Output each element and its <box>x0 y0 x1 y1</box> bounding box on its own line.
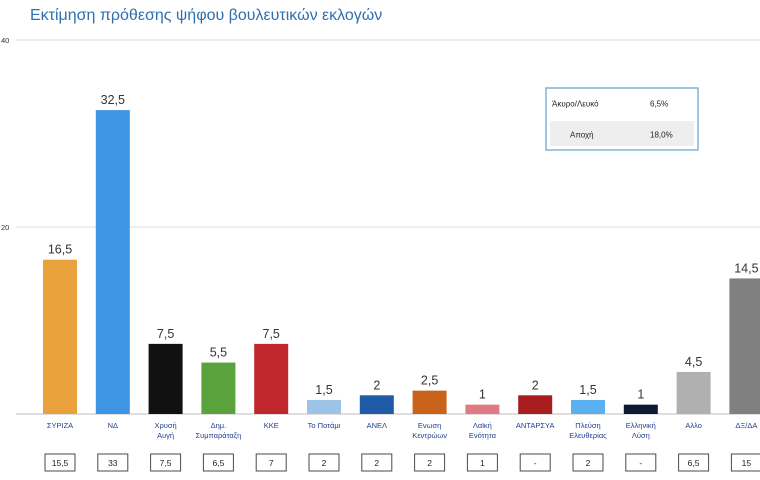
comparison-box <box>308 453 340 472</box>
category-label: Το Ποτάμι <box>308 421 341 430</box>
comparison-value: 1 <box>480 458 485 468</box>
bar-value-label: 2 <box>373 378 380 392</box>
category-label: ΔΞ/ΔΑ <box>735 421 757 430</box>
bar-value-label: 1 <box>479 388 486 402</box>
bar <box>307 399 341 414</box>
bar <box>465 404 500 414</box>
bar-value-label: 7,5 <box>263 327 280 341</box>
chart-title: Εκτίμηση πρόθεσης ψήφου βουλευτικών εκλο… <box>30 7 383 24</box>
bar <box>518 395 553 414</box>
comparison-box <box>44 453 76 472</box>
comparison-value: 15 <box>742 458 752 468</box>
comparison-value: 6,5 <box>688 458 700 468</box>
comparison-box <box>678 453 710 472</box>
bar <box>148 343 183 414</box>
bar-value-label: 7,5 <box>157 327 174 341</box>
comparison-value: 15,5 <box>52 458 69 468</box>
bar-value-label: 2,5 <box>421 374 438 388</box>
comparison-box <box>202 453 234 472</box>
bar-value-label: 16,5 <box>48 243 72 257</box>
comparison-value: - <box>639 458 642 468</box>
info-box-value: 6,5% <box>650 100 668 109</box>
comparison-box <box>519 453 551 472</box>
info-box: Άκυρο/Λευκό 6,5% Αποχή 18,0% <box>545 87 699 151</box>
bar-value-label: 1,5 <box>315 383 332 397</box>
category-label: Χρυσή Αυγή <box>155 421 177 440</box>
category-label: Πλεύση Ελευθερίας <box>569 421 607 440</box>
bar-value-label: 1,5 <box>579 383 596 397</box>
grid-lines <box>16 39 760 228</box>
bar <box>623 404 658 414</box>
bar <box>729 278 760 414</box>
bar-value-label: 5,5 <box>210 346 227 360</box>
bar <box>412 390 447 414</box>
bar <box>201 362 236 414</box>
comparison-value: 2 <box>427 458 432 468</box>
info-box-shade <box>550 121 694 146</box>
bars <box>43 110 760 414</box>
comparison-value: 2 <box>374 458 379 468</box>
value-labels: 16,532,57,55,57,51,5 2 2,512 1,5 14,514,5 <box>48 93 759 402</box>
comparison-value: 6,5 <box>212 458 224 468</box>
category-label: ΝΔ <box>108 421 118 430</box>
category-label: ΑΝΤΑΡΣΥΑ <box>516 421 555 430</box>
bar <box>43 259 77 414</box>
y-tick-label: 20 <box>1 223 9 232</box>
comparison-box <box>466 453 498 472</box>
bar-value-label: 1 <box>637 388 644 402</box>
category-label: ΣΥΡΙΖΑ <box>47 421 73 430</box>
comparison-value: 2 <box>586 458 591 468</box>
category-label: Λαϊκή Ενότητα <box>469 421 497 440</box>
comparison-box <box>730 453 760 472</box>
bar-value-label: 14,5 <box>734 261 758 275</box>
category-label: Ενωση Κεντρώων <box>412 421 447 440</box>
bar-value-label: 4,5 <box>685 355 702 369</box>
bar <box>95 110 130 414</box>
category-label: Ελληνική Λύση <box>626 421 656 440</box>
comparison-box <box>414 453 446 472</box>
comparison-value: 33 <box>108 458 118 468</box>
y-tick-label: 40 <box>1 36 9 45</box>
comparison-box <box>572 453 604 472</box>
info-box-label: Άκυρο/Λευκό <box>552 100 599 109</box>
comparison-value: - <box>534 458 537 468</box>
comparison-value: 7 <box>269 458 274 468</box>
bar-value-label: 2 <box>532 378 539 392</box>
info-box-label: Αποχή <box>570 131 594 140</box>
category-labels: ΣΥΡΙΖΑ ΝΔ Χρυσή Αυγή Δημ. Συμπαράταξη ΚΚΕ Το Πο… <box>47 421 758 440</box>
bar <box>676 371 711 414</box>
category-label: ΚΚΕ <box>264 421 279 430</box>
comparison-box <box>625 453 657 472</box>
comparison-value: 7,5 <box>160 458 172 468</box>
comparison-box <box>150 453 182 472</box>
category-label: Αλλο <box>685 421 702 430</box>
category-label: ΑΝΕΛ <box>367 421 387 430</box>
comparison-value: 2 <box>322 458 327 468</box>
comparison-box <box>97 453 129 472</box>
category-label: Δημ. Συμπαράταξη <box>196 421 242 440</box>
bar <box>571 399 605 414</box>
comparison-box <box>361 453 393 472</box>
bar <box>254 343 289 414</box>
bar-value-label: 32,5 <box>101 93 125 107</box>
bar <box>359 395 394 414</box>
comparison-row: 15,5 33 7,5 6,5 7 2 2 2 1 - 2 - 6,5 15 <box>44 453 760 472</box>
info-box-value: 18,0% <box>650 131 673 140</box>
comparison-box <box>255 453 287 472</box>
